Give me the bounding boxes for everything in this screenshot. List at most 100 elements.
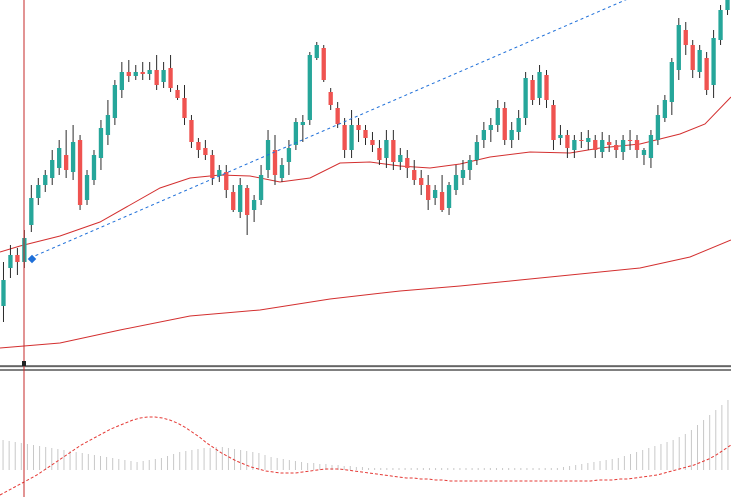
candle-bullish: [36, 185, 41, 198]
candlestick-series: [1, 0, 730, 322]
candle-bullish: [669, 62, 674, 102]
candle-bullish: [655, 115, 661, 140]
moving-average-slow: [0, 239, 731, 349]
candle-bearish: [175, 90, 180, 98]
candle-bullish: [537, 72, 542, 98]
candle-bullish: [238, 185, 243, 212]
candle-bullish: [133, 72, 138, 76]
candle-bearish: [342, 125, 347, 150]
candle-bullish: [57, 148, 62, 168]
candle-bullish: [460, 170, 466, 178]
candle-bullish: [279, 165, 285, 178]
candle-bullish: [119, 72, 124, 90]
candle-bullish: [98, 128, 104, 158]
candle-bullish: [725, 0, 730, 10]
candle-bullish: [495, 108, 500, 125]
candle-bearish: [182, 98, 187, 118]
trendline-anchor: [27, 254, 37, 264]
candle-bullish: [620, 140, 626, 152]
candle-bearish: [363, 130, 368, 138]
candle-bearish: [579, 140, 584, 141]
candle-bullish: [662, 100, 668, 118]
candle-bullish: [84, 175, 90, 200]
candle-bullish: [398, 155, 403, 162]
candle-bearish: [405, 158, 410, 168]
candle-bullish: [384, 140, 389, 158]
candle-bullish: [147, 70, 152, 74]
candle-bearish: [439, 192, 445, 210]
candle-bearish: [690, 45, 695, 70]
candle-bearish: [419, 178, 424, 185]
candle-bullish: [258, 175, 264, 200]
candle-bullish: [217, 170, 222, 176]
candle-bullish: [572, 140, 577, 150]
candle-bullish: [474, 142, 480, 160]
panel-separator: [0, 365, 731, 371]
candle-bearish: [210, 155, 215, 178]
candle-bearish: [196, 142, 201, 150]
candle-bearish: [593, 140, 598, 150]
candle-bullish: [251, 200, 257, 210]
trendline: [29, 0, 627, 259]
candle-bearish: [704, 58, 709, 90]
candle-bullish: [467, 160, 473, 170]
candle-bullish: [697, 50, 702, 72]
candle-bearish: [530, 80, 535, 100]
candle-bullish: [523, 78, 528, 118]
candle-bullish: [516, 118, 521, 132]
candle-bearish: [203, 148, 208, 155]
candle-bearish: [356, 125, 361, 130]
candle-bearish: [15, 255, 20, 262]
candle-bullish: [314, 45, 319, 58]
signal-line: [0, 416, 731, 496]
candle-bearish: [391, 140, 396, 162]
candle-bullish: [432, 190, 438, 198]
candle-bearish: [565, 135, 570, 148]
candle-bearish: [224, 172, 229, 190]
candle-bearish: [140, 72, 145, 74]
candle-bearish: [126, 72, 131, 76]
candle-bearish: [77, 140, 83, 205]
candle-bullish: [307, 55, 312, 120]
candle-bearish: [154, 70, 159, 85]
candle-bearish: [502, 108, 507, 140]
candle-bearish: [231, 192, 236, 210]
candle-bullish: [70, 142, 76, 172]
candle-bearish: [321, 48, 326, 80]
candle-bearish: [425, 185, 431, 200]
candle-bullish: [509, 130, 514, 140]
candle-bearish: [335, 108, 340, 124]
candle-bullish: [648, 135, 654, 158]
candle-bearish: [377, 148, 382, 160]
candle-bullish: [112, 85, 118, 118]
candle-bearish: [412, 170, 417, 180]
candle-bullish: [718, 10, 723, 40]
moving-average-fast: [0, 96, 731, 253]
moving-average-layer: [0, 96, 731, 349]
candle-bullish: [300, 122, 306, 125]
candle-bullish: [453, 175, 459, 190]
trendline-layer[interactable]: [27, 0, 630, 264]
candle-bearish: [607, 142, 612, 145]
candle-bullish: [446, 185, 452, 208]
candle-bullish: [50, 160, 55, 178]
candle-bullish: [105, 115, 111, 135]
candle-bullish: [8, 255, 13, 268]
candle-bullish: [488, 125, 493, 130]
candle-bearish: [272, 150, 278, 175]
candle-bearish: [634, 140, 640, 150]
candle-bearish: [627, 140, 633, 141]
candle-bearish: [328, 92, 333, 105]
candle-bullish: [481, 130, 487, 140]
crosshair-cursor: [22, 0, 26, 497]
candle-bullish: [293, 122, 299, 145]
candle-bearish: [168, 68, 173, 88]
candle-bearish: [370, 140, 375, 145]
candle-bearish: [613, 145, 619, 150]
candle-bullish: [1, 280, 6, 306]
candle-bearish: [63, 155, 69, 170]
candle-bearish: [683, 30, 688, 45]
candle-bearish: [544, 75, 549, 100]
